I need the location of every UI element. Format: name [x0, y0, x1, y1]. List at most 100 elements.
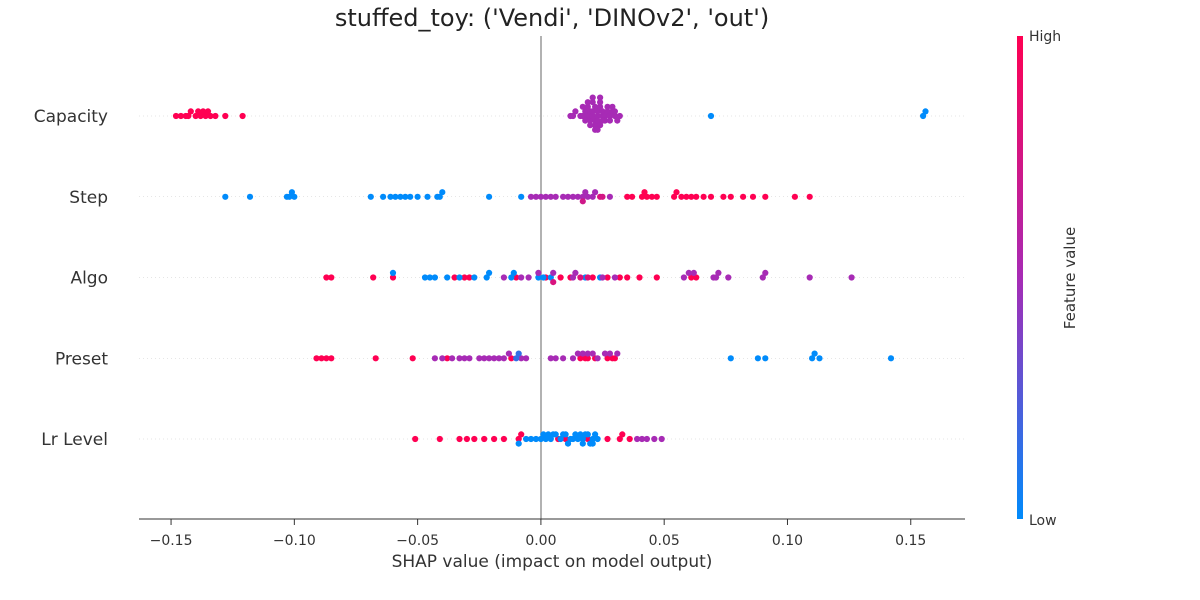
shap-point: [461, 274, 468, 281]
shap-point: [535, 274, 542, 281]
shap-point: [564, 440, 572, 447]
shap-point: [673, 189, 680, 196]
shap-point: [589, 350, 596, 357]
shap-point: [626, 435, 633, 443]
shap-point: [720, 193, 727, 200]
shap-point: [207, 112, 214, 120]
shap-point: [811, 350, 818, 357]
shap-point: [560, 355, 567, 362]
shap-point: [370, 274, 377, 281]
shap-point: [535, 269, 542, 276]
shap-point: [518, 193, 525, 200]
feature-label: Preset: [55, 349, 108, 369]
shap-point: [291, 193, 298, 200]
shap-point: [584, 99, 591, 106]
shap-point: [286, 193, 293, 200]
shap-point: [572, 431, 579, 438]
shap-point: [449, 355, 456, 362]
shap-point: [577, 274, 584, 281]
shap-point: [749, 193, 757, 200]
shap-point: [518, 431, 525, 438]
shap-point: [481, 435, 488, 443]
shap-point: [466, 355, 473, 362]
shap-point: [532, 193, 540, 200]
shap-point: [616, 435, 623, 443]
shap-point: [542, 435, 549, 443]
shap-point: [466, 274, 473, 281]
shap-point: [577, 431, 584, 438]
shap-point: [195, 108, 202, 115]
shap-point: [444, 274, 451, 281]
feature-label: Lr Level: [41, 430, 108, 450]
shap-point: [552, 193, 559, 200]
shap-point: [486, 355, 493, 362]
shap-point: [754, 355, 762, 362]
shap-point: [715, 269, 722, 276]
shap-point: [629, 193, 636, 200]
shap-point: [584, 431, 591, 438]
shap-point: [636, 274, 643, 281]
shap-point: [614, 350, 621, 357]
shap-point: [606, 117, 614, 124]
shap-point: [200, 108, 207, 115]
colorbar-low-label: Low: [1029, 513, 1057, 529]
shap-point: [500, 435, 507, 443]
shap-point: [685, 269, 692, 276]
shap-point: [412, 435, 419, 443]
shap-point: [569, 435, 577, 443]
shap-point: [574, 435, 582, 443]
shap-point: [550, 431, 557, 438]
shap-point: [192, 112, 199, 120]
shap-point: [601, 112, 609, 120]
shap-point: [471, 274, 478, 281]
chart-title: stuffed_toy: ('Vendi', 'DINOv2', 'out'): [335, 4, 769, 32]
x-tick-label: −0.15: [150, 533, 193, 549]
shap-point: [606, 112, 614, 120]
shap-point: [601, 350, 609, 357]
shap-point: [572, 269, 579, 276]
shap-point: [594, 126, 601, 133]
shap-point: [584, 435, 591, 443]
shap-points: [172, 94, 929, 447]
shap-point: [592, 103, 599, 110]
shap-point: [643, 435, 651, 443]
shap-point: [611, 112, 619, 120]
shap-point: [599, 193, 606, 200]
shap-point: [537, 435, 545, 443]
shap-point: [579, 350, 586, 357]
shap-point: [513, 355, 520, 362]
shap-point: [187, 108, 194, 115]
shap-point: [641, 189, 648, 196]
shap-point: [204, 108, 212, 115]
shap-point: [688, 193, 695, 200]
shap-point: [653, 274, 660, 281]
x-axis-label: SHAP value (impact on model output): [392, 552, 713, 572]
shap-point: [461, 355, 468, 362]
shap-point: [564, 193, 572, 200]
shap-point: [592, 122, 599, 129]
shap-point: [436, 193, 443, 200]
shap-point: [518, 274, 525, 281]
shap-point: [599, 108, 606, 115]
shap-point: [197, 112, 204, 120]
shap-point: [594, 117, 601, 124]
shap-point: [202, 112, 209, 120]
shap-point: [569, 355, 577, 362]
shap-point: [508, 355, 515, 362]
shap-point: [762, 193, 769, 200]
shap-point: [762, 355, 769, 362]
shap-point: [606, 193, 614, 200]
shap-point: [584, 112, 591, 120]
shap-point: [609, 103, 616, 110]
shap-point: [562, 431, 569, 438]
feature-label: Step: [69, 188, 108, 208]
shap-point: [523, 435, 530, 443]
shap-point: [589, 108, 596, 115]
shap-point: [456, 274, 463, 281]
shap-point: [584, 274, 591, 281]
shap-point: [392, 193, 399, 200]
shap-point: [515, 435, 522, 443]
shap-point: [582, 355, 589, 362]
shap-point: [727, 355, 734, 362]
